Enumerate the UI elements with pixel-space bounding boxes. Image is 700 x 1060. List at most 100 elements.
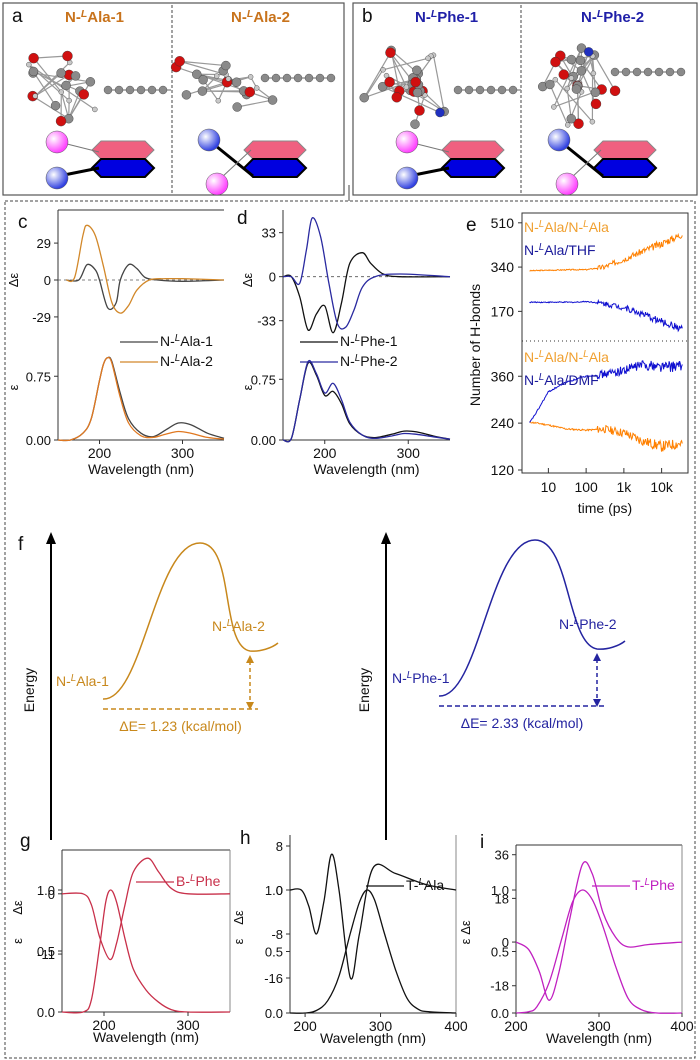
oxygen-atom <box>590 98 602 110</box>
energy-axis-label: Energy <box>21 668 37 712</box>
y-tick-label: 240 <box>491 415 515 431</box>
bond <box>33 55 68 59</box>
x-axis-label: time (ps) <box>578 500 632 516</box>
carbon-atom <box>267 95 278 105</box>
pink-ball <box>205 172 229 196</box>
tail-atom <box>508 85 518 95</box>
legend-label-0: T-LPhe <box>632 877 675 893</box>
delta-arrow-head-down <box>246 702 254 710</box>
panel-b-frame <box>352 2 698 196</box>
x-tick-label: 300 <box>397 445 421 461</box>
hydrogen-atom <box>552 76 558 83</box>
carbon-atom <box>545 79 555 90</box>
oxygen-atom <box>244 86 255 98</box>
bond <box>549 84 569 126</box>
carbon-atom <box>181 90 192 100</box>
nitrogen-atom <box>435 107 445 118</box>
bond <box>186 81 228 96</box>
carbon-atom <box>359 92 369 103</box>
x-tick-label: 10k <box>650 479 674 495</box>
hydrogen-atom <box>247 74 254 80</box>
y-tick-label: -8 <box>271 927 283 942</box>
tail-atom <box>654 67 664 77</box>
hydrogen-atom <box>403 84 410 90</box>
pink-ring <box>243 140 307 160</box>
hydrogen-atom <box>254 85 260 91</box>
delta-arrow-head-up <box>593 653 601 661</box>
x-tick-label: 200 <box>504 1018 528 1034</box>
bottom-series-0 <box>57 356 225 442</box>
x-tick-label: 400 <box>670 1018 694 1034</box>
y-tick-label: 1.0 <box>265 883 283 898</box>
carbon-atom <box>221 60 231 71</box>
y-tick-label: 0 <box>276 883 283 898</box>
chart-e: e 510 340 170 N-LAla/N-LAla N-LAla/THF 360 240 1… <box>466 212 689 516</box>
panel-letter-i: i <box>480 832 484 853</box>
y-tick-label: -16 <box>264 971 283 986</box>
pink-ring <box>593 140 657 160</box>
bottom-series-1 <box>282 359 451 443</box>
nitrogen-atom <box>584 47 594 57</box>
energy-axis-arrowhead <box>381 532 391 544</box>
top-y-axis-label: Δε <box>10 900 25 915</box>
panel-letter-e: e <box>466 215 477 236</box>
y-tick-label: 0.5 <box>37 944 55 959</box>
tail-atom <box>147 85 157 95</box>
x-tick-label: 200 <box>313 445 337 461</box>
x-tick-label: 300 <box>176 1017 200 1033</box>
hydrogen-atom <box>58 89 65 95</box>
oxygen-atom <box>28 52 39 64</box>
carbon-atom <box>412 87 423 98</box>
blue-ring <box>242 158 308 178</box>
tail-atom <box>304 73 314 83</box>
top-series-0 <box>282 252 451 334</box>
y-tick-label: 1.0 <box>491 883 509 898</box>
bond <box>389 52 407 88</box>
y-tick-label: 360 <box>491 368 515 384</box>
hydrogen-atom <box>551 104 557 110</box>
top-series-0 <box>66 263 225 311</box>
y-tick-label: 0.75 <box>26 369 51 384</box>
panel-letter-f: f <box>18 534 24 555</box>
bottom-series-0 <box>515 889 683 1014</box>
blue-ring <box>592 158 658 178</box>
carbon-atom <box>56 68 66 78</box>
oxygen-atom <box>62 50 73 62</box>
pink-ball <box>555 172 579 196</box>
bottom-legend-label-1: N-LAla/DMF <box>524 372 599 388</box>
panel-letter-a: a <box>12 6 23 27</box>
oxygen-atom <box>391 92 402 103</box>
panel-a: a N-LAla-1 N-LAla-2 <box>12 6 336 196</box>
hydrogen-atom <box>380 67 386 73</box>
tail-atom <box>282 73 292 83</box>
hydrogen-atom <box>32 93 38 99</box>
tail-atom <box>293 73 303 83</box>
carbon-atom <box>566 114 576 124</box>
chart-h: h 8 0 -8 -16 Δε 1.0 0.5 0.0 ε 200 300 400 Wavelength … <box>231 828 468 1046</box>
hydrogen-atom <box>92 106 98 113</box>
tail-atom <box>676 67 686 77</box>
y-tick-label: -33 <box>257 314 276 329</box>
oxygen-atom <box>55 115 67 127</box>
top-series-1 <box>282 217 451 330</box>
tail-atom <box>271 73 281 83</box>
y-tick-label: 0.75 <box>251 372 276 387</box>
blue-ball <box>395 166 419 190</box>
hydrogen-atom <box>215 98 221 104</box>
y-tick-label: 0.0 <box>491 1006 509 1021</box>
y-tick-label: 0 <box>44 273 51 288</box>
legend-label-0: N-LPhe-1 <box>340 333 398 349</box>
oxygen-atom <box>78 89 89 100</box>
oxygen-atom <box>558 69 569 80</box>
hydrogen-atom <box>425 55 431 61</box>
bond <box>363 52 391 98</box>
hydrogen-atom <box>225 76 232 82</box>
tail-atom <box>136 85 146 95</box>
bottom-series-0 <box>289 889 457 1014</box>
top-y-axis-label: Δε <box>231 910 246 925</box>
bottom-y-axis-label: ε <box>240 384 255 390</box>
oxygen-atom <box>414 105 425 116</box>
bond <box>578 54 595 84</box>
